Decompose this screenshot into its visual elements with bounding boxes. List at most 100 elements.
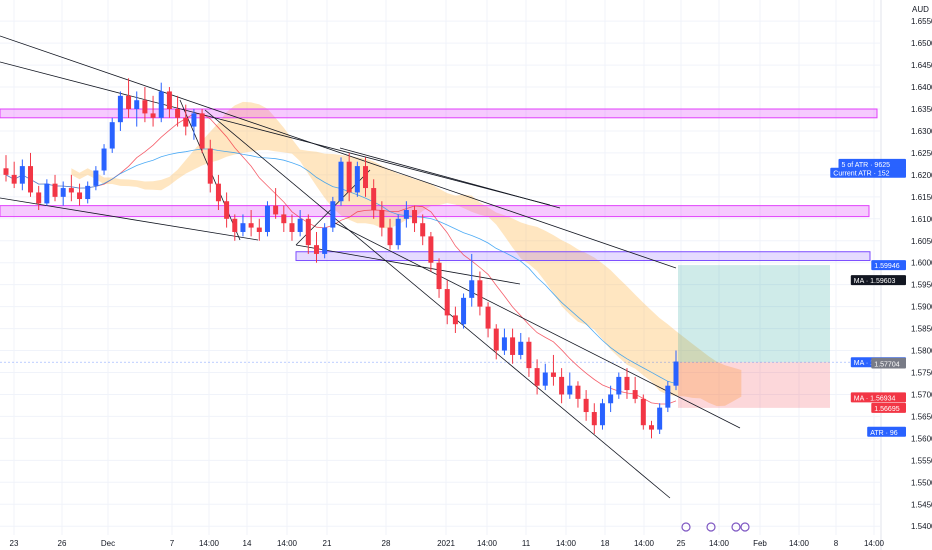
x-tick-label: 14:00 xyxy=(789,539,810,548)
candle-body xyxy=(485,306,491,329)
y-tick-label: 1.65000 xyxy=(911,39,932,48)
candle-body xyxy=(207,148,213,184)
price-tag xyxy=(850,392,906,403)
x-tick-label: 14:00 xyxy=(634,539,655,548)
candle-body xyxy=(264,205,270,232)
trendline[interactable] xyxy=(339,147,561,209)
y-tick-label: 1.64000 xyxy=(911,83,932,92)
candle-body xyxy=(175,109,181,118)
x-tick-label: 28 xyxy=(382,539,391,548)
candle-body xyxy=(215,183,221,202)
candle-body xyxy=(387,227,393,246)
event-icon[interactable] xyxy=(706,522,716,532)
candle-body xyxy=(599,403,605,426)
y-tick-label: 1.62500 xyxy=(911,149,932,158)
event-icons[interactable] xyxy=(681,522,750,532)
trendline[interactable] xyxy=(332,221,741,429)
candle-body xyxy=(281,214,287,224)
candle-body xyxy=(166,91,172,110)
x-tick-label: 25 xyxy=(677,539,686,548)
trendline[interactable] xyxy=(295,244,521,285)
event-icon[interactable] xyxy=(740,522,750,532)
x-tick-label: 23 xyxy=(10,539,19,548)
candle-body xyxy=(330,201,336,228)
candle-body xyxy=(363,166,369,189)
candle-body xyxy=(673,361,679,386)
candle-body xyxy=(559,376,565,395)
candle-body xyxy=(142,100,148,114)
x-tick-label: 21 xyxy=(323,539,332,548)
target-area[interactable] xyxy=(678,265,830,363)
stop-area[interactable] xyxy=(678,362,830,408)
price-tag-text: 1.56695 xyxy=(874,406,899,413)
x-tick-label: Dec xyxy=(101,539,115,548)
trendline[interactable] xyxy=(0,197,259,241)
candle-body xyxy=(199,113,205,149)
x-tick-label: 14:00 xyxy=(709,539,730,548)
x-tick-label: 14:00 xyxy=(556,539,577,548)
y-tick-label: 1.58000 xyxy=(911,347,932,356)
candle-body xyxy=(52,183,58,197)
candle-body xyxy=(616,376,622,395)
y-tick-label: 1.63500 xyxy=(911,105,932,114)
candle-body xyxy=(68,188,74,193)
x-tick-label: 14:00 xyxy=(477,539,498,548)
candle-body xyxy=(117,95,123,123)
candle-body xyxy=(518,341,524,355)
trendline[interactable] xyxy=(0,35,677,269)
event-icon[interactable] xyxy=(731,522,741,532)
y-tick-label: 1.63000 xyxy=(911,127,932,136)
y-tick-label: 1.55500 xyxy=(911,456,932,465)
candle-body xyxy=(256,227,262,232)
candle-body xyxy=(77,192,83,200)
candle-body xyxy=(477,280,483,307)
candle-body xyxy=(493,328,499,351)
time-axis[interactable]: 23 26 Dec 7 14:00 14 14:00 21 28 2021 14:00 11 14:00… xyxy=(10,539,885,548)
candle-body xyxy=(648,425,654,430)
candles xyxy=(3,78,679,439)
candle-body xyxy=(412,210,418,224)
price-tag xyxy=(867,426,906,437)
price-tag xyxy=(850,275,906,286)
candle-body xyxy=(338,161,344,202)
candle-body xyxy=(608,394,614,404)
candle-body xyxy=(85,185,91,200)
candle-body xyxy=(403,210,409,219)
candle-body xyxy=(101,148,107,171)
x-tick-label: 14:00 xyxy=(864,539,885,548)
price-axis[interactable]: 1.65500 1.65000 1.64500 1.64000 1.63500 1.630… xyxy=(880,0,932,550)
x-tick-label: 26 xyxy=(58,539,67,548)
price-tag-text: 1.57704 xyxy=(874,362,899,369)
price-tags: 5 of ATR · 9625 Current ATR · 152 1.59946 M… xyxy=(830,158,906,437)
event-icon[interactable] xyxy=(681,522,691,532)
support-zone xyxy=(295,251,871,262)
price-tag-text: Current ATR · 152 xyxy=(833,171,889,178)
candle-body xyxy=(665,385,671,408)
y-tick-label: 1.59500 xyxy=(911,281,932,290)
candle-body xyxy=(158,91,164,118)
x-tick-label: 14 xyxy=(243,539,252,548)
candle-body xyxy=(36,192,42,204)
candle-body xyxy=(354,166,360,193)
x-tick-label: 18 xyxy=(601,539,610,548)
candle-body xyxy=(542,372,548,386)
y-tick-label: 1.54000 xyxy=(911,522,932,531)
candle-body xyxy=(126,95,132,110)
trendline[interactable] xyxy=(0,61,551,206)
y-tick-label: 1.55000 xyxy=(911,478,932,487)
candle-body xyxy=(469,280,475,298)
candle-body xyxy=(109,122,115,149)
candle-body xyxy=(232,218,238,232)
price-tag xyxy=(871,358,906,369)
candle-body xyxy=(379,210,385,228)
y-tick-label: 1.61000 xyxy=(911,215,932,224)
y-tick-label: 1.62000 xyxy=(911,171,932,180)
candle-body xyxy=(313,245,319,254)
trendlines[interactable] xyxy=(0,35,741,499)
long-position-tool[interactable] xyxy=(0,265,880,408)
x-tick-label: 8 xyxy=(834,539,839,548)
y-tick-label: 1.60000 xyxy=(911,259,932,268)
trendline[interactable] xyxy=(204,109,671,499)
candle-body xyxy=(550,372,556,377)
